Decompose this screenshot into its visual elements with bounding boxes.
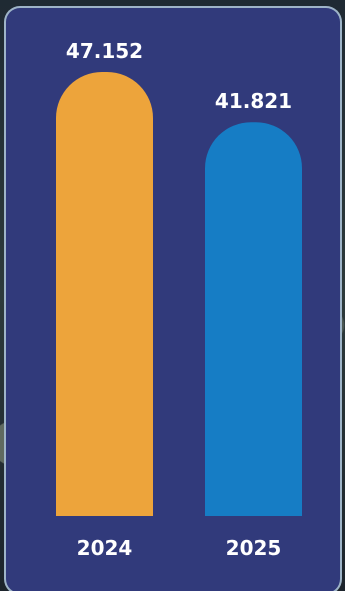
category-label-2024: 2024 — [77, 536, 133, 560]
value-label-2024: 47.152 — [66, 39, 143, 63]
value-label-2025: 41.821 — [215, 89, 292, 113]
bar-2024 — [56, 72, 153, 516]
category-label-2025: 2025 — [226, 536, 282, 560]
bar-2025 — [205, 122, 302, 516]
